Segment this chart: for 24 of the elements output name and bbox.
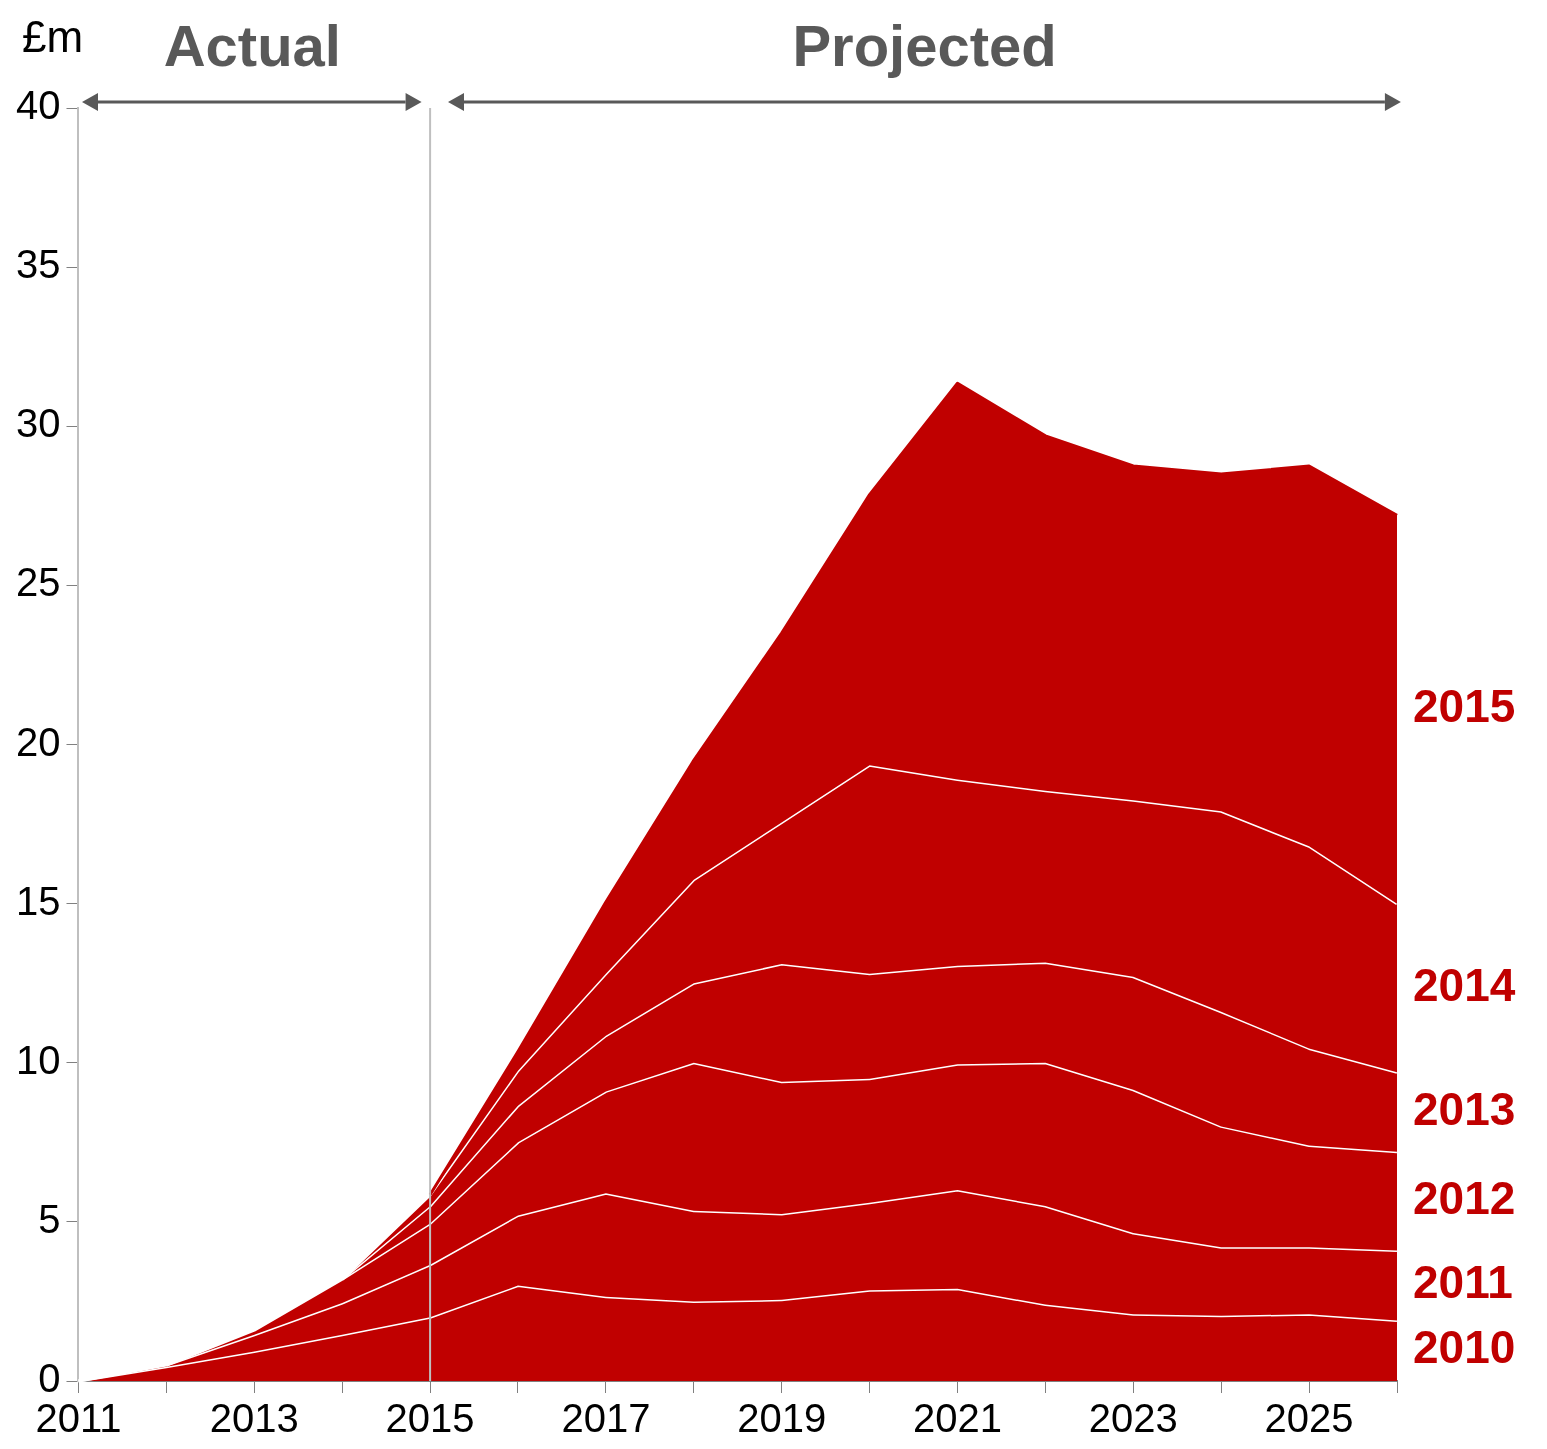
series-label: 2014 <box>1413 958 1516 1011</box>
series-label: 2010 <box>1413 1321 1516 1374</box>
x-tick-label: 2023 <box>1088 1396 1178 1441</box>
text: Actual <box>163 13 341 78</box>
series-label: 2012 <box>1413 1171 1516 1224</box>
y-tick-label: 35 <box>15 242 61 287</box>
y-tick-label: 15 <box>15 878 61 923</box>
x-tick-label: 2017 <box>561 1396 651 1441</box>
series-label: 2015 <box>1413 680 1516 733</box>
x-tick-label: 2025 <box>1264 1396 1354 1441</box>
y-tick-label: 5 <box>38 1196 61 1241</box>
x-tick-label: 2021 <box>913 1396 1002 1441</box>
y-tick-label: 40 <box>15 83 61 128</box>
text: Projected <box>792 13 1057 78</box>
y-axis-title: £m <box>22 12 84 61</box>
series-label: 2013 <box>1413 1082 1516 1135</box>
x-tick-label: 2013 <box>209 1396 299 1441</box>
y-tick-label: 25 <box>15 560 61 605</box>
x-tick-label: 2015 <box>385 1396 475 1441</box>
y-tick-label: 30 <box>15 401 61 446</box>
y-tick-label: 10 <box>15 1037 61 1082</box>
series-label: 2011 <box>1413 1256 1513 1309</box>
x-tick-label: 2019 <box>737 1396 827 1441</box>
y-tick-label: 20 <box>15 719 61 764</box>
